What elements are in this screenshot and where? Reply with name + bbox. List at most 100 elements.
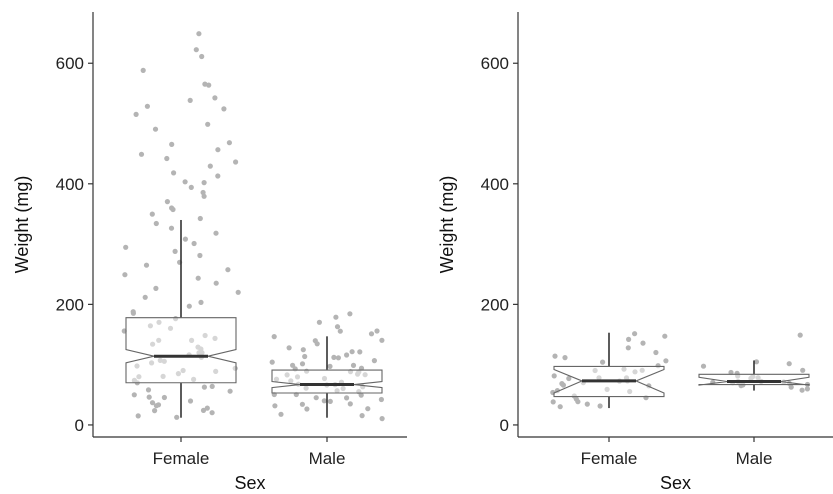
data-point [271,334,277,340]
data-point [215,147,221,153]
box-body [125,317,237,384]
data-point [797,332,803,338]
data-point [632,369,638,375]
data-point [175,371,181,377]
data-point [143,262,150,268]
data-point [193,47,199,53]
data-point [596,375,602,381]
data-point [150,341,156,347]
data-point [374,328,380,334]
data-point [130,310,136,316]
data-point [788,384,794,390]
data-point [201,193,207,199]
data-point [205,121,211,127]
data-point [138,151,145,157]
data-point [213,230,219,236]
data-point [584,401,590,407]
data-point [153,285,159,291]
data-point [269,359,275,365]
data-point [207,163,213,169]
data-point [800,367,806,373]
data-point [640,340,646,346]
data-point [233,159,239,165]
data-point [153,220,159,227]
data-point [748,375,754,381]
data-point [799,387,805,393]
data-point [133,111,139,117]
data-point [199,53,205,60]
data-point [600,359,606,365]
data-point [597,403,603,409]
data-point [134,363,140,369]
data-point [212,95,218,101]
data-point [344,352,350,358]
data-point [227,388,233,394]
data-point [378,396,384,403]
data-point [186,303,192,309]
data-point [168,225,175,231]
x-tick-label: Female [153,449,210,468]
data-point [662,333,668,339]
data-point [362,372,368,378]
data-point [302,353,308,360]
data-point [303,385,309,391]
data-point [221,106,227,112]
data-point [123,244,129,250]
y-tick-label: 600 [56,54,84,73]
y-tick-label: 0 [75,416,84,435]
data-point [212,335,218,341]
data-point [358,365,365,371]
data-point [358,392,364,398]
data-point [327,398,333,404]
data-point [140,67,146,73]
data-point [215,173,221,179]
data-point [592,367,598,374]
data-point [316,319,322,325]
data-point [625,345,631,351]
data-point [145,387,152,393]
data-point [347,311,353,317]
data-point [755,375,761,381]
data-point [147,323,153,329]
data-point [627,388,633,395]
data-point [167,325,174,331]
data-point [136,374,142,380]
data-point [575,399,581,405]
data-point [213,280,219,286]
box-body [271,369,383,394]
data-point [196,31,202,37]
data-point [182,236,188,242]
data-point [153,403,159,409]
data-point [201,384,207,390]
data-point [187,97,193,103]
data-point [135,413,141,419]
y-tick-label: 200 [481,295,509,314]
data-point [131,392,137,398]
data-point [157,357,163,363]
data-point [321,375,328,382]
data-point [299,401,305,407]
data-point [286,345,292,351]
data-point [321,398,327,404]
data-point [334,324,341,330]
data-point [152,126,159,132]
data-point [331,354,337,360]
data-point [347,401,353,407]
data-point [235,289,241,295]
data-point [198,299,204,305]
data-point [180,367,186,374]
x-tick-label: Male [309,449,346,468]
data-point [170,206,176,213]
data-point [122,272,128,278]
y-tick-label: 400 [481,175,509,194]
data-point [189,337,195,343]
data-point [146,394,152,400]
data-point [288,378,294,384]
data-point [156,337,162,343]
data-point [566,375,572,382]
data-point [753,359,760,365]
y-axis-title: Weight (mg) [437,176,457,274]
data-point [169,141,175,147]
box-body [698,373,810,386]
data-point [191,240,197,247]
